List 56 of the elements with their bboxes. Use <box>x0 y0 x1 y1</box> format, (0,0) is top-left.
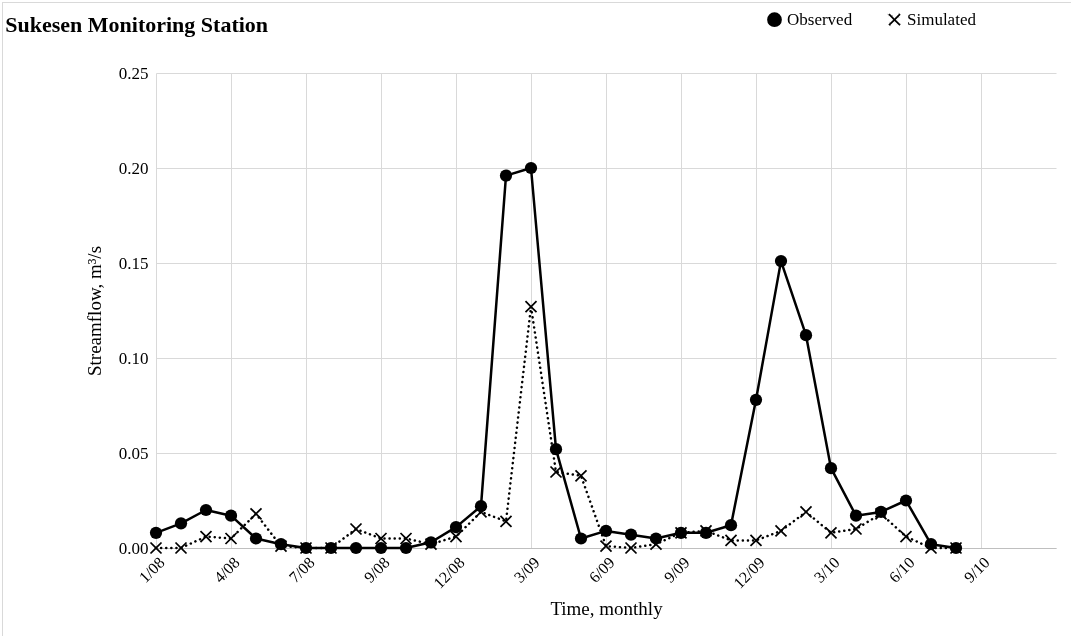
point <box>349 522 363 536</box>
point <box>374 541 388 555</box>
point <box>824 462 838 475</box>
point <box>349 541 363 555</box>
x-axis-title: Time, monthly <box>550 597 664 619</box>
x-tick-label: 4/08 <box>210 553 243 586</box>
point <box>449 520 463 534</box>
point <box>149 541 163 555</box>
x-tick-label: 9/08 <box>360 553 393 586</box>
x-tick-label: 6/10 <box>885 553 918 586</box>
x-tick-label: 9/09 <box>660 553 693 586</box>
point <box>624 528 638 541</box>
point <box>399 541 413 555</box>
y-tick-label: 0.20 <box>118 158 149 178</box>
point <box>724 519 738 532</box>
point <box>249 507 263 520</box>
point <box>799 329 813 342</box>
legend-label: Simulated <box>907 9 977 29</box>
point <box>474 505 488 519</box>
point <box>624 541 638 555</box>
point <box>174 517 188 530</box>
point <box>224 509 238 522</box>
y-tick-label: 0.25 <box>118 63 149 83</box>
y-axis-title: Streamflow, m³/s <box>83 245 105 377</box>
point <box>899 494 913 507</box>
y-tick-label: 0.10 <box>118 348 149 368</box>
x-tick-label: 9/10 <box>960 553 993 586</box>
x-tick-label: 6/09 <box>585 553 618 586</box>
x-tick-label: 7/08 <box>285 553 318 586</box>
point <box>599 524 613 538</box>
point <box>924 541 938 555</box>
point <box>524 161 538 175</box>
y-tick-label: 0.15 <box>118 253 149 273</box>
point <box>849 522 863 536</box>
y-tick-label: 0.05 <box>118 443 149 463</box>
point <box>824 526 838 539</box>
point <box>774 524 788 538</box>
point <box>849 509 863 522</box>
point <box>574 532 588 545</box>
point <box>249 532 263 545</box>
point <box>174 541 188 555</box>
legend-label: Observed <box>787 9 853 29</box>
chart-title: Sukesen Monitoring Station <box>5 12 269 37</box>
point <box>774 254 788 268</box>
point <box>549 443 563 456</box>
point <box>574 469 588 482</box>
x-tick-label: 3/09 <box>510 553 543 586</box>
point <box>149 526 163 539</box>
point <box>199 503 213 517</box>
x-tick-label: 3/10 <box>810 553 843 586</box>
point <box>799 505 813 519</box>
point <box>649 538 663 551</box>
point <box>499 169 513 182</box>
point <box>599 539 613 553</box>
point <box>749 393 763 406</box>
point <box>549 465 563 479</box>
